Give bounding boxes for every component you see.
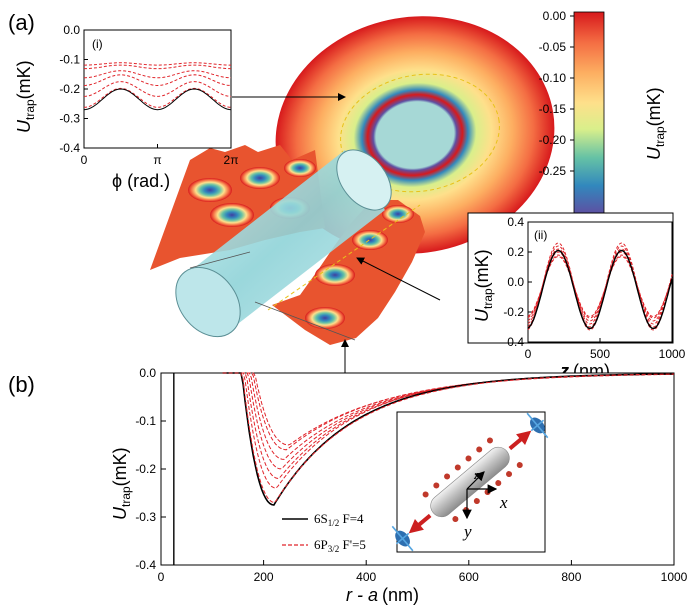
inset-i-xtick-label: 0 bbox=[81, 153, 88, 167]
atom-dot bbox=[476, 446, 483, 453]
inset-i-curve bbox=[83, 88, 232, 111]
inset-ii-curve bbox=[527, 248, 673, 325]
inset-i-xlabel: ϕ (rad.) bbox=[112, 171, 170, 191]
inset-ii-ylabel: Utrap(mK) bbox=[472, 249, 495, 322]
atom-dot bbox=[465, 455, 472, 462]
colorbar-tick-label: 0.00 bbox=[543, 9, 567, 23]
inset-i: (i) 0.0 -0.1 -0.2 -0.3 -0.40 π 2π Utrap(mK) ϕ … bbox=[14, 23, 238, 191]
nanofiber-cylinder bbox=[175, 149, 392, 338]
colorbar: 0.00 -0.05 -0.10 -0.15 -0.20 -0.25 Utrap(mK) bbox=[539, 9, 667, 215]
trap-illustration bbox=[150, 16, 555, 345]
inset-ii-curves bbox=[527, 242, 673, 331]
colorbar-tick-label: -0.15 bbox=[539, 102, 567, 116]
inset-ii-ytick-label: 0.0 bbox=[507, 275, 524, 289]
arrow-to-sheet bbox=[356, 257, 441, 301]
panel-b-ytick-label: -0.2 bbox=[135, 462, 156, 476]
panel-b-ytick-label: -0.4 bbox=[135, 558, 156, 572]
inset-i-xtick-label: 2π bbox=[224, 153, 239, 167]
inset-ii: (ii) 0.4 0.2 0.0 -0.2 -0.40 500 1000 Utrap(mK)… bbox=[467, 212, 686, 381]
panel-b-xtick-label: 600 bbox=[459, 570, 479, 584]
inset-i-curve bbox=[83, 74, 232, 87]
panel-b-plot: 0.0 -0.1 -0.2 -0.3 -0.40 200 400 600 800 1000 Utr… bbox=[110, 366, 688, 605]
inset-ii-curve-ground bbox=[527, 249, 673, 330]
inset-i-ytick-label: -0.1 bbox=[59, 53, 80, 67]
fiber-schematic: x y z bbox=[391, 411, 549, 553]
colorbar-tick-label: -0.25 bbox=[539, 164, 567, 178]
inset-ii-xtick-label: 1000 bbox=[659, 347, 686, 361]
beam-arrow-left bbox=[391, 513, 432, 552]
z-axis-arrow bbox=[466, 471, 485, 490]
inset-i-ticks: 0.0 -0.1 -0.2 -0.3 -0.40 π 2π bbox=[59, 23, 238, 167]
inset-i-ytick-label: -0.3 bbox=[59, 112, 80, 126]
atom-dot bbox=[433, 482, 440, 489]
inset-i-curve bbox=[83, 70, 232, 79]
inset-ii-curve bbox=[527, 255, 673, 318]
panel-b-ytick-label: 0.0 bbox=[139, 366, 156, 380]
inset-i-tag: (i) bbox=[92, 37, 103, 51]
potential-sheet-right bbox=[272, 200, 425, 345]
inset-i-frame bbox=[83, 29, 232, 149]
atom-dot bbox=[473, 498, 480, 505]
inset-ii-xtick-label: 0 bbox=[525, 347, 532, 361]
legend-entry-excited: 6P3/2 F'=5 bbox=[314, 537, 366, 554]
inset-i-ytick-label: -0.4 bbox=[59, 141, 80, 155]
colorbar-tick-label: -0.20 bbox=[539, 133, 567, 147]
fiber-rod bbox=[430, 446, 510, 518]
inset-i-curve bbox=[83, 81, 232, 97]
atom-dot bbox=[422, 491, 429, 498]
inset-i-curves bbox=[83, 62, 232, 111]
colorbar-gradient bbox=[573, 11, 605, 215]
inset-ii-ytick-label: 0.4 bbox=[507, 215, 524, 229]
panel-b-legend: 6S1/2 F=4 6P3/2 F'=5 bbox=[282, 511, 366, 554]
x-axis-label: x bbox=[499, 493, 508, 512]
panel-b-xtick-label: 1000 bbox=[661, 570, 688, 584]
panel-b-xtick-label: 0 bbox=[158, 570, 165, 584]
inset-i-curve bbox=[84, 62, 231, 66]
legend-entry-ground: 6S1/2 F=4 bbox=[314, 511, 364, 528]
panel-a-label: (a) bbox=[8, 10, 35, 35]
panel-b-xtick-label: 200 bbox=[254, 570, 274, 584]
inset-i-xtick-label: π bbox=[153, 153, 161, 167]
panel-b-curves bbox=[173, 372, 675, 565]
disc-dashed-ring bbox=[340, 73, 500, 193]
trapped-atoms bbox=[422, 437, 523, 523]
panel-b-ticks: 0.0 -0.1 -0.2 -0.3 -0.40 200 400 600 800 1000 bbox=[135, 366, 687, 584]
colorbar-label: Utrap(mK) bbox=[644, 87, 667, 160]
inset-ii-ytick-label: -0.2 bbox=[503, 305, 524, 319]
inset-ii-ticks: 0.4 0.2 0.0 -0.2 -0.40 500 1000 bbox=[503, 215, 685, 361]
colorbar-ticks: 0.00 -0.05 -0.10 -0.15 -0.20 -0.25 bbox=[539, 9, 574, 178]
panel-b-xtick-label: 800 bbox=[561, 570, 581, 584]
y-axis-label: y bbox=[462, 522, 472, 541]
inset-i-ytick-label: 0.0 bbox=[63, 23, 80, 37]
atom-dot bbox=[454, 464, 461, 471]
inset-ii-curve bbox=[527, 245, 673, 328]
atom-dot bbox=[516, 462, 523, 469]
panel-b-xtick-label: 400 bbox=[356, 570, 376, 584]
inset-ii-ytick-label: -0.4 bbox=[503, 335, 524, 349]
inset-ii-tag: (ii) bbox=[534, 228, 547, 242]
inset-ii-frame bbox=[527, 221, 673, 343]
panel-b-excited-curve bbox=[222, 372, 674, 504]
panel-b-xlabel: r - a (nm) bbox=[346, 585, 419, 605]
atom-dot bbox=[444, 473, 451, 480]
atom-dot bbox=[452, 516, 459, 523]
inset-i-ytick-label: -0.2 bbox=[59, 82, 80, 96]
beam-arrow-right bbox=[508, 412, 549, 451]
panel-b-ytick-label: -0.1 bbox=[135, 414, 156, 428]
panel-b-ytick-label: -0.3 bbox=[135, 510, 156, 524]
inset-ii-xtick-label: 500 bbox=[590, 347, 610, 361]
atom-dot bbox=[486, 437, 493, 444]
colorbar-tick-label: -0.05 bbox=[539, 40, 567, 54]
colorbar-tick-label: -0.10 bbox=[539, 71, 567, 85]
z-axis-label: z bbox=[473, 467, 479, 482]
panel-b-label: (b) bbox=[8, 372, 35, 397]
atom-dot bbox=[506, 471, 513, 478]
inset-i-ylabel: Utrap(mK) bbox=[14, 60, 37, 133]
inset-ii-ytick-label: 0.2 bbox=[507, 245, 524, 259]
panel-b-ylabel: Utrap(mK) bbox=[110, 447, 133, 520]
